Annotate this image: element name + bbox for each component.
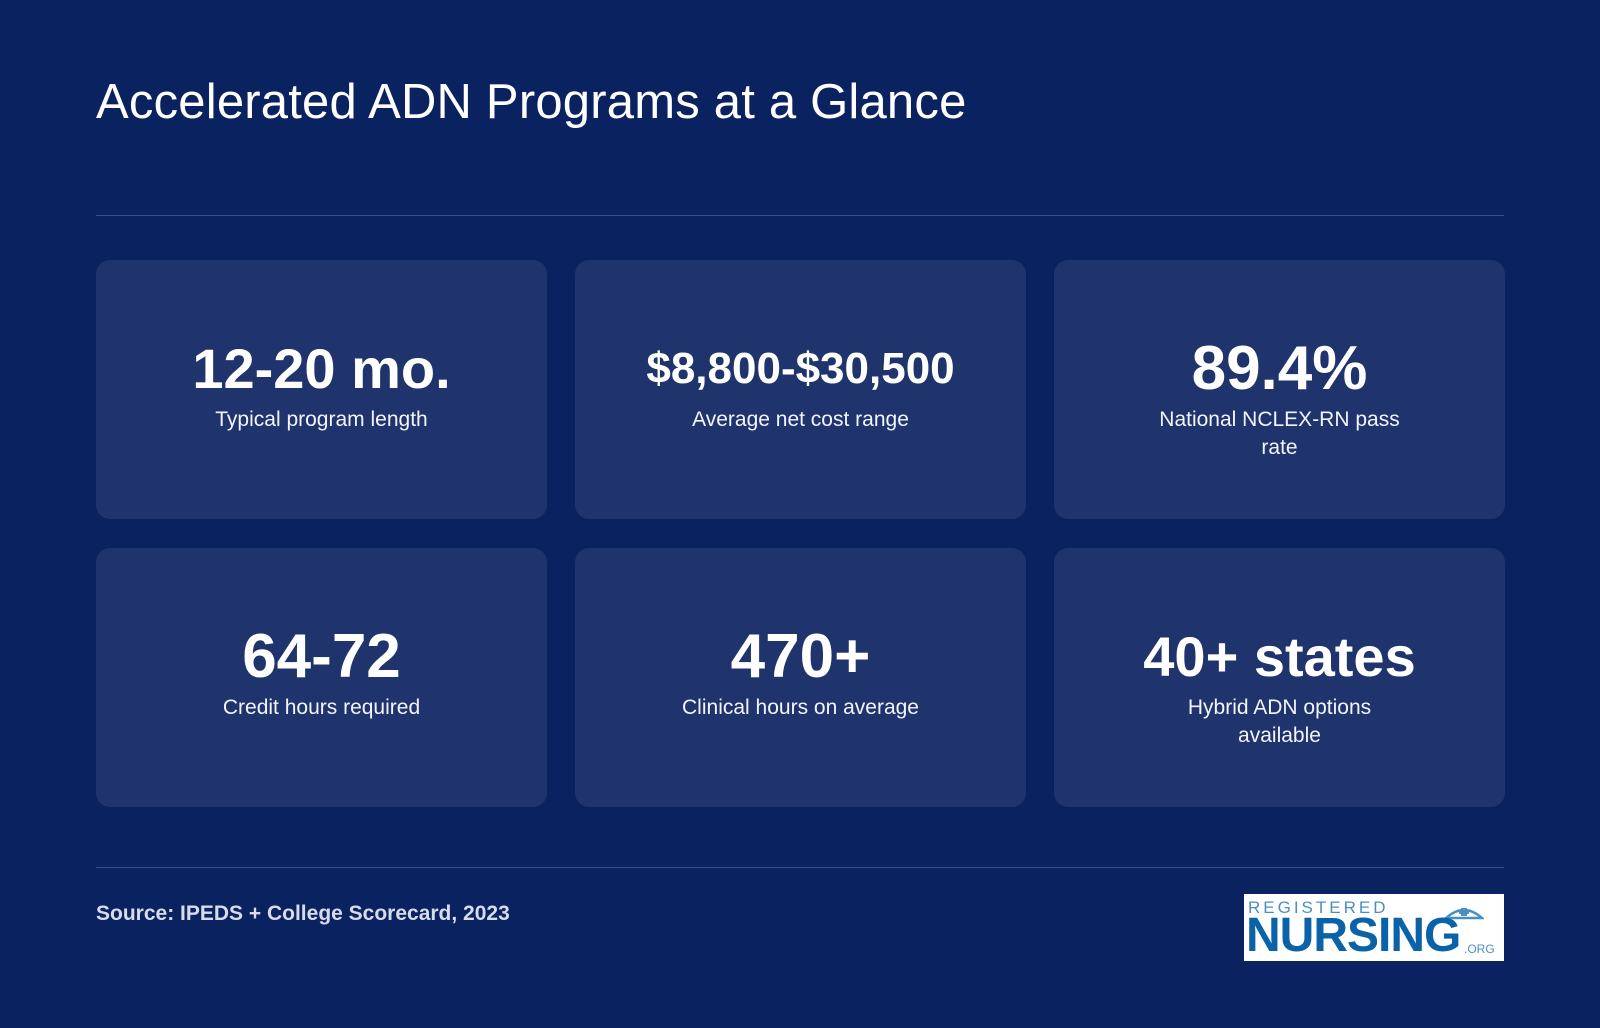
stat-value: $8,800-$30,500	[646, 344, 955, 393]
logo-suffix-text: .ORG	[1464, 942, 1495, 956]
bottom-divider	[96, 867, 1504, 868]
stat-value: 470+	[730, 622, 871, 691]
stat-card-program-length: 12-20 mo. Typical program length	[96, 260, 547, 519]
page-title: Accelerated ADN Programs at a Glance	[96, 75, 967, 129]
stats-grid: 12-20 mo. Typical program length $8,800-…	[96, 260, 1505, 807]
stat-value: 64-72	[242, 622, 401, 691]
stat-label: Clinical hours on average	[682, 696, 919, 719]
logo-main-text: NURSING	[1246, 909, 1461, 962]
stat-card-credit-hours: 64-72 Credit hours required	[96, 548, 547, 807]
stat-label: Average net cost range	[692, 408, 909, 431]
stat-card-clinical-hours: 470+ Clinical hours on average	[575, 548, 1026, 807]
stat-label: Typical program length	[215, 408, 428, 431]
stat-label: Hybrid ADN options available	[1187, 696, 1372, 747]
top-divider	[96, 215, 1504, 216]
stat-value: 89.4%	[1191, 334, 1368, 403]
stat-card-net-cost: $8,800-$30,500 Average net cost range	[575, 260, 1026, 519]
stat-label: Credit hours required	[222, 696, 421, 719]
nurse-cap-icon	[1444, 908, 1484, 920]
registered-nursing-logo: REGISTERED NURSING .ORG	[1244, 894, 1504, 961]
stat-value: 12-20 mo.	[192, 337, 451, 400]
source-note: Source: IPEDS + College Scorecard, 2023	[96, 902, 510, 925]
stat-card-hybrid-states: 40+ states Hybrid ADN options available	[1054, 548, 1505, 807]
stat-label: National NCLEX-RN pass rate	[1159, 408, 1400, 459]
logo-top-text: REGISTERED	[1248, 898, 1389, 917]
stat-value: 40+ states	[1143, 625, 1416, 688]
stat-card-nclex-pass-rate: 89.4% National NCLEX-RN pass rate	[1054, 260, 1505, 519]
